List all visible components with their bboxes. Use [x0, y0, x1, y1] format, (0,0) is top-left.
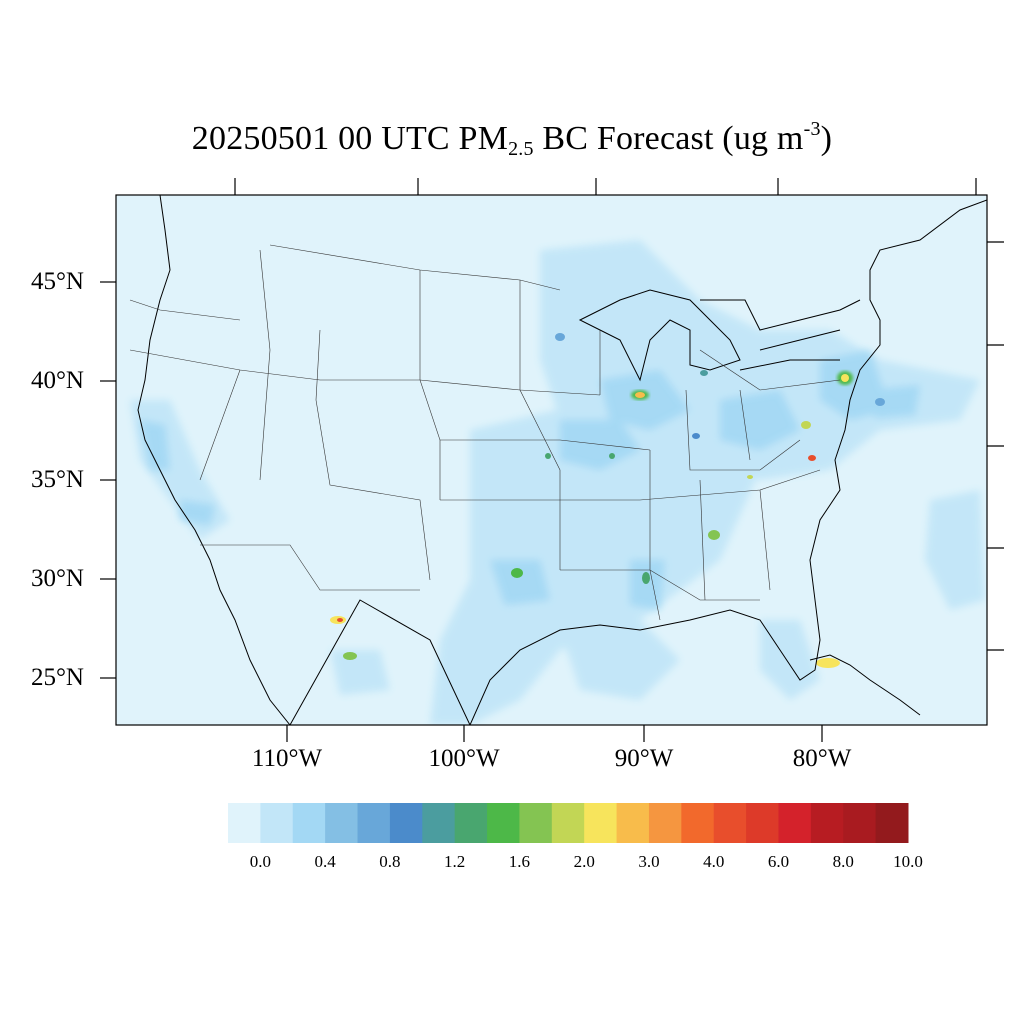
colorbar-label: 2.0 [573, 852, 595, 871]
concentration-field [129, 195, 987, 725]
colorbar-label: 1.6 [508, 852, 531, 871]
coastlines [137, 195, 987, 725]
title-hour: 00 UTC [338, 120, 450, 157]
colorbar-swatch [713, 803, 747, 843]
colorbar-label: 1.2 [444, 852, 466, 871]
colorbar-swatch [260, 803, 294, 843]
colorbar-swatch [487, 803, 520, 843]
lat-label-35: 35°N [30, 466, 84, 493]
colorbar-swatch [810, 803, 844, 843]
colorbar-swatch [551, 803, 585, 843]
colorbar-label: 0.4 [314, 852, 336, 871]
title-pm-subscript: 2.5 [508, 138, 534, 160]
colorbar-swatch [616, 803, 650, 843]
lat-label-30: 30°N [30, 565, 84, 592]
title-pm: PM [458, 120, 509, 157]
colorbar-swatch [681, 803, 715, 843]
map-title: 20250501 00 UTC PM2.5 BC Forecast (ug m-… [0, 118, 1024, 161]
lon-label-100w: 100°W [428, 745, 500, 772]
colorbar-label: 8.0 [832, 852, 854, 871]
colorbar-swatch [454, 803, 488, 843]
colorbar-swatch [843, 803, 877, 843]
colorbar-swatch [519, 803, 553, 843]
hotspots [330, 333, 885, 668]
colorbar-swatch [746, 803, 779, 843]
map-frame [115, 194, 988, 726]
lon-label-110w: 110°W [251, 745, 323, 772]
lon-label-90w: 90°W [614, 745, 674, 772]
colorbar-swatch [325, 803, 359, 843]
colorbar-swatch [357, 803, 391, 843]
colorbar [228, 803, 909, 843]
colorbar-label: 0.0 [249, 852, 271, 871]
title-close: ) [820, 120, 833, 157]
colorbar-label: 0.8 [379, 852, 401, 871]
colorbar-swatch [228, 803, 261, 843]
colorbar-swatch [292, 803, 326, 843]
colorbar-swatch [778, 803, 812, 843]
axis-ticks [100, 178, 1004, 742]
colorbar-swatch [584, 803, 618, 843]
colorbar-swatch [389, 803, 423, 843]
colorbar-label: 10.0 [893, 852, 923, 871]
colorbar-swatch [648, 803, 682, 843]
lat-label-45: 45°N [30, 268, 84, 295]
title-rest: BC Forecast (ug m [542, 120, 804, 157]
title-unit-superscript: -3 [803, 118, 821, 140]
colorbar-label: 6.0 [767, 852, 790, 871]
lon-label-80w: 80°W [792, 745, 852, 772]
lat-label-40: 40°N [30, 367, 84, 394]
colorbar-swatch [875, 803, 909, 843]
lat-label-25: 25°N [30, 664, 84, 691]
colorbar-swatch [422, 803, 456, 843]
title-date: 20250501 [191, 120, 330, 157]
colorbar-label: 3.0 [638, 852, 660, 871]
colorbar-label: 4.0 [703, 852, 725, 871]
state-borders [129, 244, 841, 621]
